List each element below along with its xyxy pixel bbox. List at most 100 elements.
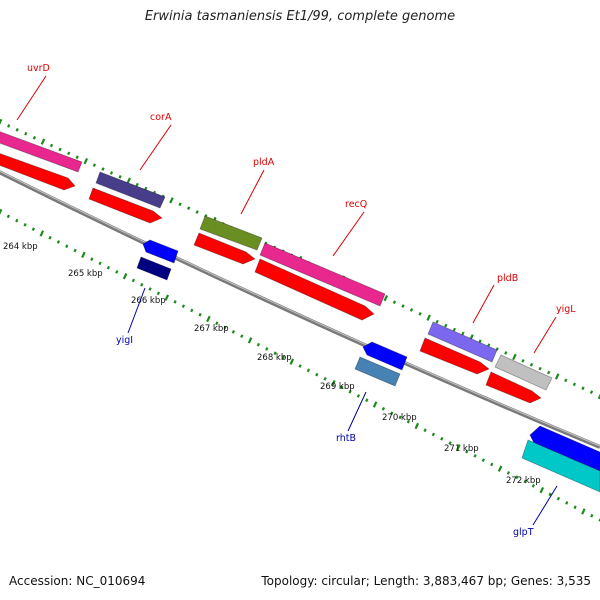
tick-mark [15, 218, 19, 223]
tick-mark [140, 282, 144, 287]
tick-mark [590, 513, 594, 518]
tick-mark [49, 143, 54, 148]
tick-mark [223, 325, 227, 330]
cds-pldB [419, 337, 490, 375]
gene-glpT [521, 439, 600, 493]
gene-pldB [427, 321, 498, 363]
tick-mark [539, 486, 545, 494]
tick-mark [456, 444, 461, 451]
scale-label: 270 kbp [382, 413, 417, 423]
tick-mark [118, 175, 122, 179]
tick-mark [506, 471, 511, 475]
tick-mark [348, 389, 352, 394]
tick-mark [581, 508, 586, 515]
leader-line [139, 124, 172, 171]
tick-mark [7, 124, 11, 128]
tick-mark [426, 314, 431, 321]
tick-mark [331, 379, 336, 387]
gene-rhtB [354, 356, 401, 387]
gene-yigI-cds [142, 239, 179, 264]
tick-mark [178, 202, 182, 207]
tick-mark [452, 327, 457, 332]
tick-mark [490, 462, 494, 467]
gene-label-yigI: yigI [116, 335, 133, 346]
tick-mark [15, 128, 19, 132]
tick-mark [548, 492, 552, 497]
gene-label-recQ: recQ [345, 199, 367, 210]
tick-mark [409, 308, 414, 312]
leader-line [347, 391, 367, 432]
tick-mark [597, 392, 600, 400]
gene-label-pldB: pldB [497, 273, 518, 284]
tick-mark [383, 294, 389, 302]
tick-mark [418, 312, 422, 316]
tick-mark [398, 415, 402, 420]
tick-mark [273, 351, 277, 356]
tick-mark [190, 308, 194, 313]
tick-mark [148, 287, 152, 291]
tick-mark [81, 251, 86, 259]
tick-mark [315, 372, 319, 377]
tick-mark [435, 319, 439, 324]
tick-mark [589, 390, 594, 394]
tick-mark [473, 454, 477, 458]
gene-label-uvrD: uvrD [27, 63, 50, 74]
leader-line [332, 211, 365, 257]
tick-mark [247, 337, 253, 344]
gene-labels: uvrD corA pldA recQ pldB yigL yigI rhtB glpT [16, 63, 576, 538]
tick-mark [0, 208, 3, 216]
tick-mark [206, 315, 211, 323]
leader-line [472, 284, 495, 324]
tick-mark [58, 147, 62, 152]
scale-labels: 264 kbp 265 kbp 266 kbp 267 kbp 268 kbp 269 k… [3, 242, 541, 486]
tick-mark [67, 151, 71, 156]
leader-line [127, 287, 146, 334]
scale-label: 271 kbp [444, 444, 479, 454]
tick-mark [83, 157, 89, 165]
tick-mark [48, 235, 52, 240]
tick-mark [564, 378, 568, 383]
tick-mark [115, 270, 119, 274]
tick-mark [465, 449, 469, 454]
cds-uvrD [0, 153, 76, 191]
tick-mark [6, 214, 11, 219]
tick-mark [169, 197, 174, 204]
scale-label: 265 kbp [68, 269, 103, 279]
gene-rhtB-cds [362, 341, 408, 371]
cds-yigL [485, 371, 542, 404]
tick-mark [598, 518, 600, 522]
genome-backbone [0, 170, 600, 449]
tick-mark [164, 294, 170, 301]
tick-mark [56, 240, 61, 244]
tick-mark [529, 362, 534, 367]
gene-label-glpT: glpT [513, 527, 534, 538]
tick-mark [521, 359, 525, 363]
tick-mark [31, 227, 36, 231]
leader-line [16, 75, 47, 121]
tick-mark [265, 347, 269, 351]
tick-mark [481, 458, 486, 462]
tick-mark [381, 407, 386, 411]
scale-label: 267 kbp [194, 324, 229, 334]
tick-mark [556, 496, 561, 501]
tick-mark [126, 177, 131, 184]
tick-mark [554, 373, 560, 380]
tick-mark [547, 370, 551, 375]
leader-line [532, 485, 558, 526]
scale-label: 269 kbp [320, 382, 355, 392]
tick-mark [215, 321, 219, 326]
gene-yigI [136, 256, 172, 281]
tick-mark [392, 300, 397, 304]
gene-label-corA: corA [150, 112, 172, 123]
tick-mark [515, 475, 519, 480]
tick-mark [390, 411, 394, 415]
tick-mark [323, 377, 327, 381]
scale-label: 264 kbp [3, 242, 38, 252]
tick-mark [444, 323, 448, 328]
gene-corA [95, 171, 166, 209]
tick-mark [24, 131, 28, 136]
gene-pldA [199, 215, 263, 251]
tick-mark [423, 428, 427, 433]
tick-mark [106, 265, 111, 270]
